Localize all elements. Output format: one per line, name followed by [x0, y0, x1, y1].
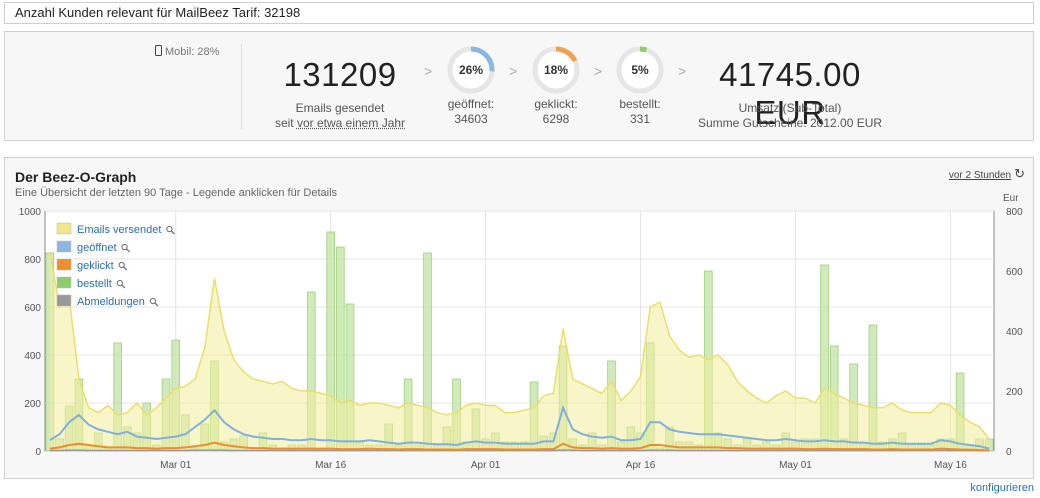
legend-label[interactable]: bestellt	[77, 278, 112, 290]
legend-label[interactable]: geöffnet	[77, 242, 117, 254]
x-tick-label: Mar 16	[315, 460, 347, 471]
stats-divider	[241, 44, 242, 129]
legend-label[interactable]: geklickt	[77, 260, 114, 272]
ring-progress	[447, 46, 495, 94]
line-clicked	[49, 441, 990, 452]
y-left-tick-label: 0	[35, 447, 41, 458]
legend-swatch	[56, 294, 72, 307]
y-right-tick-label: 400	[1006, 327, 1023, 338]
clicked-count: 6298	[542, 112, 570, 126]
legend-swatch	[56, 240, 72, 253]
ordered-label: bestellt:	[619, 97, 661, 111]
magnifier-handle	[170, 230, 175, 235]
line-emails-sent	[49, 251, 990, 440]
beez-o-graph-chart: Eur 0 200 400 600 800 1000 0 200 400 600 800 Mar 01…	[19, 193, 1023, 471]
mobile-share: Mobil: 28%	[155, 45, 219, 58]
tariff-info-bar: Anzahl Kunden relevant für MailBeez Tari…	[4, 2, 1034, 24]
revenue-label: Umsatz (Sub-Total)	[738, 101, 842, 115]
y-left-tick-label: 1000	[19, 207, 42, 218]
since-prefix: seit	[274, 116, 294, 130]
mobile-share-text: Mobil: 28%	[165, 46, 220, 58]
arrow-separator: >	[424, 63, 433, 79]
x-tick-label: May 16	[934, 460, 967, 471]
ring-progress	[532, 46, 580, 94]
magnifier-lens	[166, 225, 173, 233]
clicked-caption: geklickt: 6298	[516, 97, 596, 127]
magnifier-lens	[118, 261, 125, 269]
magnifier-icon[interactable]	[116, 279, 126, 289]
graph-subtitle: Eine Übersicht der letzten 90 Tage - Leg…	[15, 187, 338, 199]
clicked-percent: 18%	[543, 63, 569, 77]
revenue-caption: Umsatz (Sub-Total) Summe Gutscheine: 201…	[685, 101, 895, 131]
magnifier-handle	[126, 248, 131, 253]
magnifier-lens	[149, 297, 157, 305]
emails-sent-count: 131209	[283, 56, 397, 93]
emails-since: seit vor etwa einem Jahr	[255, 116, 425, 131]
y-left-tick-label: 400	[24, 351, 41, 362]
opened-label: geöffnet:	[447, 97, 495, 111]
opened-percent: 26%	[458, 63, 484, 77]
tariff-info-text: Anzahl Kunden relevant für MailBeez Tari…	[15, 5, 301, 20]
ordered-count: 331	[629, 112, 651, 126]
x-tick-label: Apr 01	[471, 460, 501, 471]
ordered-ring: 5%	[615, 45, 665, 95]
magnifier-lens	[116, 279, 124, 287]
clicked-ring: 18%	[531, 45, 581, 95]
configure-link[interactable]: konfigurieren	[970, 482, 1034, 494]
coupons-total: Summe Gutscheine: 2012.00 EUR	[697, 116, 883, 130]
y-right-tick-label: 600	[1006, 267, 1023, 278]
area-emails-sent	[49, 251, 990, 451]
revenue-amount: 41745.00 EUR	[719, 56, 861, 131]
clicked-label: geklickt:	[534, 97, 578, 111]
magnifier-icon[interactable]	[121, 243, 131, 253]
opened-ring-graphic	[447, 46, 495, 94]
y-left-tick-label: 200	[24, 399, 41, 410]
legend-swatch	[56, 258, 72, 271]
ordered-ring-graphic	[616, 46, 664, 94]
y-right-tick-label: 200	[1006, 387, 1023, 398]
ring-progress	[616, 46, 664, 94]
opened-ring: 26%	[446, 45, 496, 95]
y-right-tick-label: 800	[1006, 207, 1023, 218]
y-left-tick-label: 800	[24, 255, 41, 266]
opened-count: 34603	[454, 112, 488, 126]
magnifier-icon[interactable]	[118, 261, 128, 271]
ordered-caption: bestellt: 331	[600, 97, 680, 127]
magnifier-lens	[121, 243, 128, 251]
x-tick-label: May 01	[779, 460, 812, 471]
stats-panel: Mobil: 28% 131209 Emails gesendet seit v…	[4, 31, 1034, 141]
line-opened	[49, 404, 990, 450]
magnifier-handle	[154, 302, 159, 307]
arrow-separator: >	[509, 63, 518, 79]
ordered-percent: 5%	[631, 63, 649, 77]
refresh-icon[interactable]: ↻	[1014, 166, 1025, 181]
graph-refresh[interactable]: vor 2 Stunden ↻	[949, 166, 1025, 182]
y-right-tick-label: 0	[1006, 447, 1012, 458]
x-tick-label: Mar 01	[160, 460, 192, 471]
magnifier-handle	[123, 266, 128, 271]
right-axis-label: Eur	[1003, 193, 1019, 204]
legend-swatch	[56, 222, 72, 235]
magnifier-icon[interactable]	[166, 225, 175, 235]
y-left-tick-label: 600	[24, 303, 41, 314]
emails-sent-label: Emails gesendet	[295, 101, 385, 115]
opened-caption: geöffnet: 34603	[431, 97, 511, 127]
refresh-time-link[interactable]: vor 2 Stunden	[948, 170, 1012, 181]
arrow-separator: >	[678, 63, 687, 79]
legend-label[interactable]: Emails versendet	[77, 224, 161, 236]
graph-title: Der Beez-O-Graph	[15, 169, 137, 185]
x-tick-label: Apr 16	[626, 460, 656, 471]
clicked-ring-graphic	[532, 46, 580, 94]
magnifier-icon[interactable]	[149, 297, 159, 307]
arrow-separator: >	[594, 63, 603, 79]
legend-label[interactable]: Abmeldungen	[77, 296, 145, 308]
magnifier-handle	[121, 284, 126, 289]
legend-swatch	[56, 276, 72, 289]
since-link[interactable]: vor etwa einem Jahr	[296, 116, 406, 130]
mobile-phone-icon	[155, 45, 162, 56]
emails-sent-caption: Emails gesendet seit vor etwa einem Jahr	[255, 101, 425, 131]
beez-o-graph-panel: Der Beez-O-Graph Eine Übersicht der letz…	[4, 157, 1034, 479]
